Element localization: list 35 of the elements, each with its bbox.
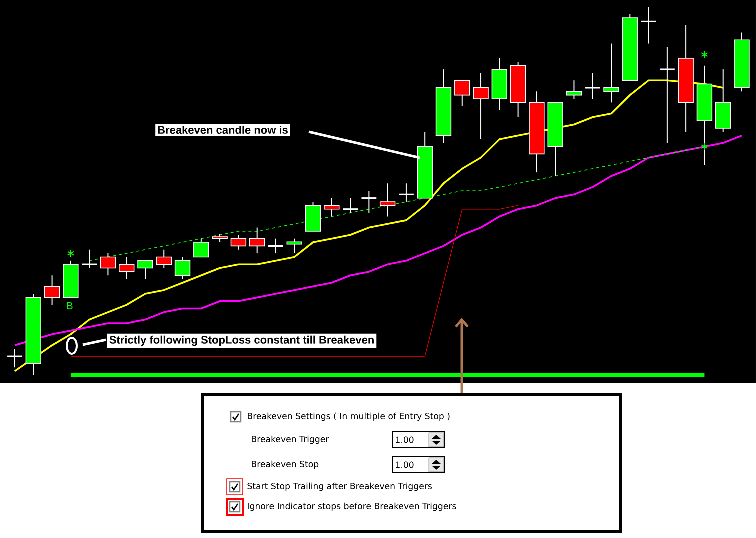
candlestick (230, 234, 247, 250)
text: 1.00 (396, 436, 414, 444)
text: Breakeven Stop (252, 460, 319, 470)
candlestick (44, 275, 60, 306)
candlestick (118, 256, 135, 280)
candlestick (566, 80, 582, 100)
text: 1.00 (396, 462, 414, 468)
candlestick (380, 183, 396, 218)
text: Breakeven Trigger (252, 436, 330, 444)
candlestick (268, 238, 284, 254)
candlestick (342, 198, 359, 214)
candlestick (138, 260, 154, 280)
candlestick (156, 249, 172, 269)
candlestick (659, 46, 676, 144)
candlestick (360, 190, 378, 214)
annotation: Breakeven candle now is (158, 126, 288, 134)
candlestick (6, 348, 24, 368)
candlestick (324, 198, 340, 218)
text: Start Stop Trailing after Breakeven Triggers (248, 482, 432, 492)
candlestick (81, 249, 98, 269)
candlestick (454, 80, 470, 107)
text: Breakeven Settings ( In multiple of Entry Stop ) (248, 412, 450, 422)
candlestick (473, 72, 489, 140)
candlestick (194, 238, 210, 258)
candlestick (249, 227, 266, 254)
candlestick (584, 72, 602, 100)
candlestick (174, 256, 191, 280)
candlestick (286, 238, 302, 254)
candlestick (100, 253, 116, 276)
candlestick (640, 6, 658, 44)
candlestick (398, 183, 415, 203)
annotation: B (67, 302, 73, 310)
annotation: Strictly following StopLoss constant till Breakeven (110, 336, 374, 346)
text: Ignore Indicator stops before Breakeven Triggers (248, 502, 456, 512)
candlestick (604, 43, 620, 104)
